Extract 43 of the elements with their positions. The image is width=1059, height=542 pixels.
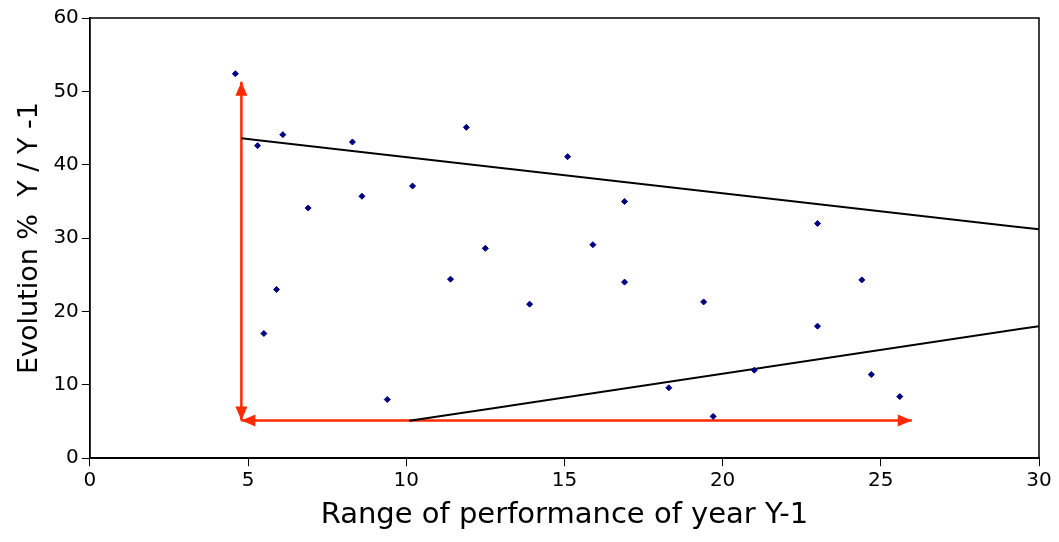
x-axis-title: Range of performance of year Y-1 [320,496,809,531]
point [447,275,455,283]
point [279,131,287,139]
point [700,298,708,306]
point [254,142,262,150]
point [260,329,268,337]
point [526,300,534,308]
point [814,219,822,227]
point [348,138,356,146]
point [462,123,470,131]
point [383,396,391,404]
x-tick-label: 0 [83,467,97,492]
y-tick-label: 0 [66,444,79,469]
x-tick-label: 30 [1026,467,1052,492]
y-tick-label: 10 [53,371,79,396]
point [304,204,312,212]
y-tick-label: 50 [53,77,79,102]
x-tick-label: 15 [551,467,578,492]
point [273,285,281,293]
point [750,366,758,374]
point [814,322,822,330]
y-tick-label: 40 [53,150,79,175]
x-tick-label: 10 [393,467,419,492]
point [709,412,717,420]
x-tick-label: 25 [868,467,894,492]
point [589,241,597,249]
point [358,192,366,200]
y-tick-label: 60 [53,4,79,29]
point [481,244,489,252]
point [564,153,572,161]
point [409,182,417,190]
x-tick-label: 5 [241,467,255,492]
point [896,393,904,401]
point [621,278,629,286]
y-tick-label: 30 [53,224,79,249]
point [867,371,875,379]
point [621,197,629,205]
point [858,276,866,284]
x-tick-label: 20 [709,467,736,492]
y-axis-title: Evolution % Y / Y -1 [12,102,44,375]
y-tick-label: 20 [53,297,79,322]
point [231,70,239,78]
point [665,384,673,392]
